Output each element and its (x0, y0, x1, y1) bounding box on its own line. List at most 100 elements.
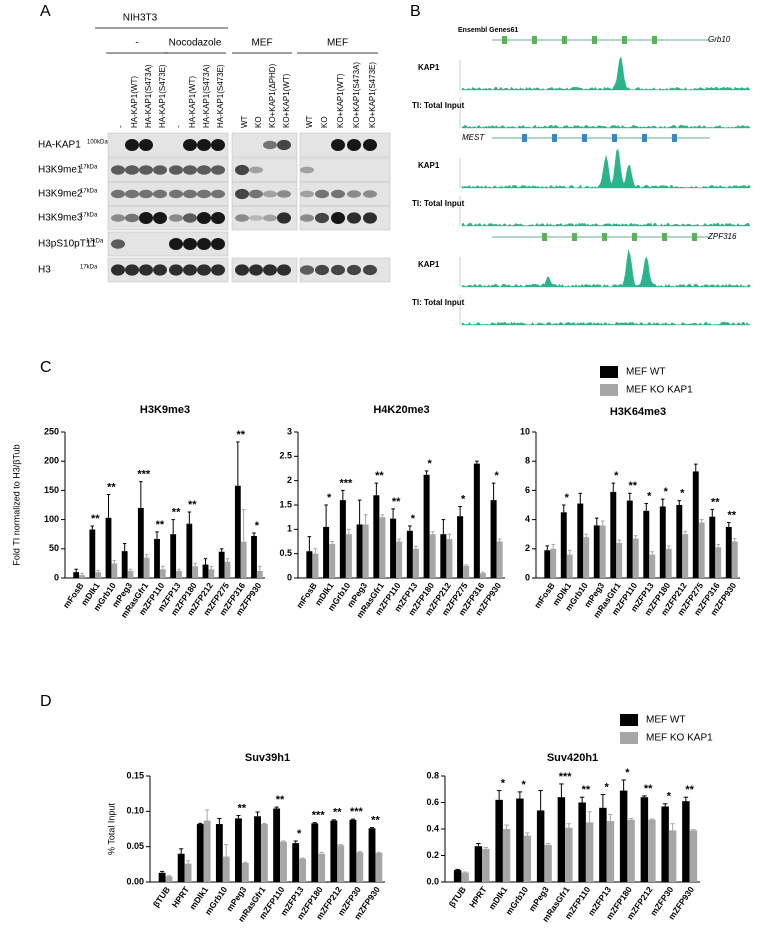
bar (339, 500, 346, 578)
exon (532, 36, 537, 44)
error-bar (252, 532, 256, 536)
error-bar (644, 503, 649, 511)
gene-track-label: Ensembl Genes61 (458, 27, 518, 34)
bar (137, 507, 144, 578)
exon (652, 36, 657, 44)
significance: ** (172, 507, 181, 519)
bar (668, 830, 677, 882)
exon (592, 36, 597, 44)
error-bar (455, 868, 460, 871)
error-bar (559, 783, 564, 798)
significance: * (461, 493, 466, 505)
error-bar (166, 875, 172, 877)
bar (362, 524, 369, 578)
significance: ** (236, 429, 245, 441)
band (249, 189, 263, 199)
error-bar (347, 528, 351, 535)
error-bar (255, 811, 260, 817)
row-label: H3K9me1 (38, 165, 83, 176)
error-bar (293, 840, 298, 844)
band (363, 264, 377, 276)
bar (306, 551, 313, 578)
bar (356, 524, 363, 578)
error-bar (483, 847, 489, 849)
bar (565, 827, 573, 882)
error-bar (243, 861, 248, 863)
error-bar (397, 538, 401, 542)
band (183, 189, 197, 199)
error-bar (330, 541, 334, 544)
legend-swatch (620, 714, 638, 726)
error-bar (633, 535, 638, 539)
error-bar (90, 525, 95, 530)
significance: * (565, 492, 570, 504)
band (315, 212, 329, 224)
bar (396, 541, 403, 578)
legend-label: MEF WT (646, 715, 685, 726)
y-axis-label: % Total Input (106, 803, 116, 855)
error-bar (236, 815, 241, 819)
bar (273, 808, 281, 882)
bar (337, 845, 345, 882)
bar (648, 819, 656, 882)
error-bar (649, 818, 655, 820)
error-bar (177, 568, 181, 571)
lane-label: HA-KAP1(S473A) (144, 64, 153, 128)
track-signal (461, 222, 751, 227)
band (263, 264, 277, 276)
bar (643, 510, 650, 578)
band (249, 215, 263, 221)
bar (345, 534, 352, 578)
row-size: 17kDa (80, 165, 98, 171)
exon (692, 233, 697, 241)
row-size: 17kDa (80, 265, 98, 271)
bar (453, 870, 462, 882)
lane-label: HA-KAP1(S473E) (158, 64, 167, 128)
y-tick-label: 250 (44, 426, 59, 436)
track-signal (461, 249, 751, 288)
error-bar (525, 832, 530, 836)
significance: * (604, 781, 609, 793)
bar (379, 517, 386, 578)
error-bar (408, 525, 412, 531)
exon (672, 134, 677, 142)
band (300, 214, 314, 222)
significance: * (680, 488, 685, 500)
y-tick-label: 3 (287, 426, 292, 436)
lane-label: HA-KAP1(WT) (130, 76, 139, 128)
band (197, 264, 211, 276)
bar (482, 848, 490, 882)
legend-swatch (600, 384, 618, 396)
significance: * (327, 492, 332, 504)
panel-label: C (40, 359, 52, 376)
significance: ** (711, 496, 720, 508)
error-bar (203, 558, 208, 565)
error-bar (660, 498, 665, 507)
error-bar (600, 794, 606, 808)
band (211, 237, 225, 251)
group-title: Nocodazole (169, 38, 222, 49)
error-bar (193, 562, 197, 567)
band (277, 139, 291, 151)
bar (260, 824, 268, 882)
y-tick-label: 0.5 (279, 548, 292, 558)
band (139, 264, 153, 276)
significance: ** (156, 519, 165, 531)
significance: ** (238, 802, 247, 814)
band (347, 138, 361, 152)
band (153, 211, 167, 225)
bar (192, 566, 199, 578)
error-bar (171, 519, 175, 535)
band (211, 138, 225, 152)
lane-label: - (116, 125, 125, 128)
chart-title: H4K20me3 (373, 404, 429, 416)
y-tick-label: 0.8 (426, 770, 439, 780)
lane-label: KO+KAP1(S473E) (368, 62, 377, 128)
significance: * (667, 791, 672, 803)
error-bar (666, 545, 671, 549)
bar (578, 802, 586, 882)
significance: ** (727, 509, 736, 521)
error-bar (219, 548, 224, 552)
band (211, 211, 225, 225)
x-tick-label: βTUB (151, 885, 172, 909)
